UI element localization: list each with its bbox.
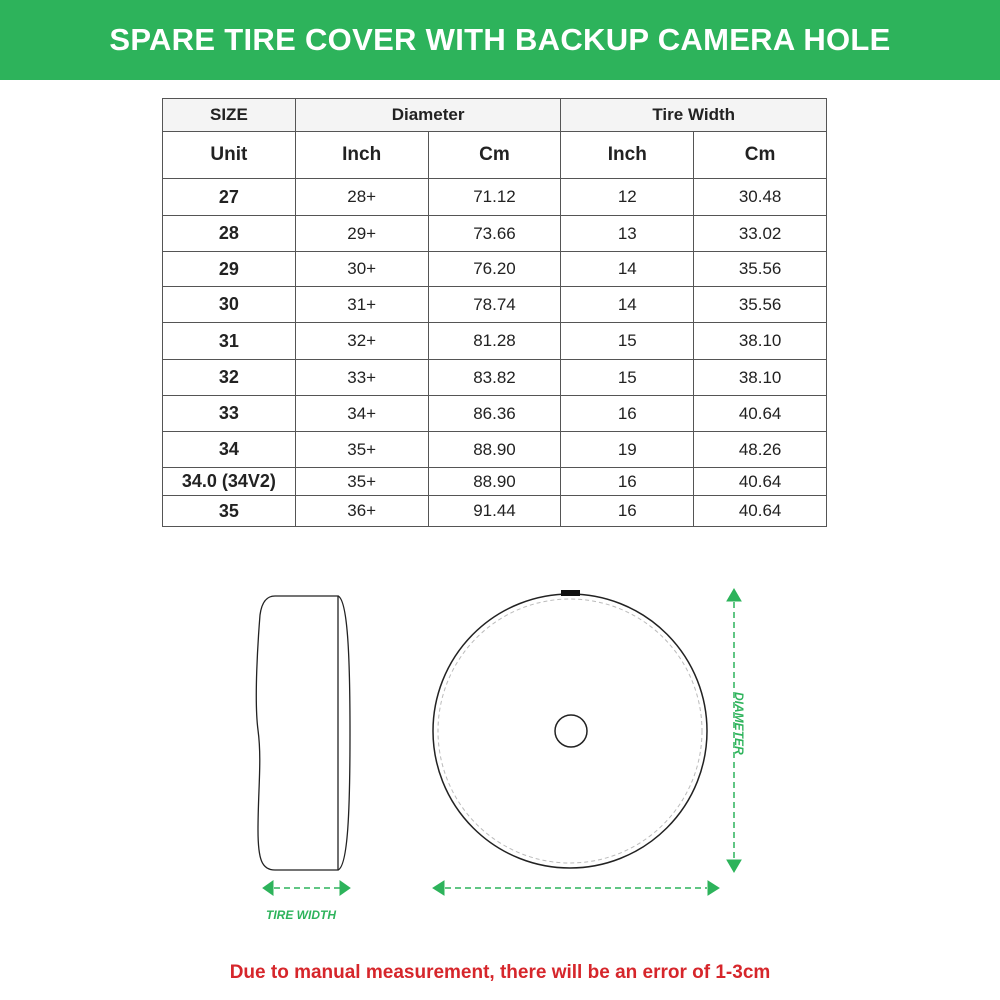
cell-size: 32 xyxy=(162,359,296,396)
cell-width-inch: 16 xyxy=(560,467,695,496)
tire-width-label: TIRE WIDTH xyxy=(266,908,336,922)
cell-diameter-inch: 34+ xyxy=(294,395,429,432)
header-diameter-cm: Cm xyxy=(427,131,562,179)
table-row: 30 31+ 78.74 14 35.56 xyxy=(162,286,827,323)
cell-width-inch: 12 xyxy=(560,178,695,216)
header-unit: Unit xyxy=(162,131,296,179)
cell-diameter-inch: 28+ xyxy=(294,178,429,216)
cell-width-cm: 48.26 xyxy=(693,431,827,468)
cell-width-inch: 15 xyxy=(560,322,695,360)
cell-size: 30 xyxy=(162,286,296,323)
cell-width-cm: 33.02 xyxy=(693,215,827,252)
cell-diameter-cm: 81.28 xyxy=(427,322,562,360)
center-hole xyxy=(554,714,588,748)
cell-width-cm: 40.64 xyxy=(693,467,827,496)
cell-diameter-inch: 33+ xyxy=(294,359,429,396)
cell-width-cm: 35.56 xyxy=(693,286,827,323)
tire-front-view xyxy=(432,590,708,869)
cell-size: 34.0 (34V2) xyxy=(162,467,296,496)
cell-width-cm: 40.64 xyxy=(693,495,827,527)
diameter-label: DIAMETER xyxy=(732,692,746,755)
cell-diameter-inch: 31+ xyxy=(294,286,429,323)
cell-diameter-cm: 91.44 xyxy=(427,495,562,527)
cell-width-inch: 19 xyxy=(560,431,695,468)
cell-size: 31 xyxy=(162,322,296,360)
diameter-vertical-arrow xyxy=(726,588,742,873)
table-row: 35 36+ 91.44 16 40.64 xyxy=(162,495,827,527)
header-width-cm: Cm xyxy=(693,131,827,179)
cell-size: 35 xyxy=(162,495,296,527)
table-row: 33 34+ 86.36 16 40.64 xyxy=(162,395,827,432)
table-row: 27 28+ 71.12 12 30.48 xyxy=(162,178,827,216)
header-diameter: Diameter xyxy=(294,98,562,132)
size-table: SIZE Diameter Tire Width Unit Inch Cm In… xyxy=(162,98,827,527)
cell-width-cm: 38.10 xyxy=(693,322,827,360)
cell-width-inch: 14 xyxy=(560,286,695,323)
cell-width-cm: 40.64 xyxy=(693,395,827,432)
table-row: 29 30+ 76.20 14 35.56 xyxy=(162,251,827,287)
camera-hole-marker xyxy=(561,590,580,596)
cell-width-cm: 35.56 xyxy=(693,251,827,287)
table-row: 28 29+ 73.66 13 33.02 xyxy=(162,215,827,252)
table-row: 34 35+ 88.90 19 48.26 xyxy=(162,431,827,468)
page-title: SPARE TIRE COVER WITH BACKUP CAMERA HOLE xyxy=(109,22,891,57)
cell-diameter-cm: 86.36 xyxy=(427,395,562,432)
title-banner: SPARE TIRE COVER WITH BACKUP CAMERA HOLE xyxy=(0,0,1000,80)
cell-size: 27 xyxy=(162,178,296,216)
cell-diameter-inch: 35+ xyxy=(294,467,429,496)
cell-width-inch: 16 xyxy=(560,395,695,432)
cell-diameter-cm: 78.74 xyxy=(427,286,562,323)
tire-diagram xyxy=(255,588,742,896)
cell-diameter-inch: 29+ xyxy=(294,215,429,252)
tire-width-arrow xyxy=(262,880,351,896)
diameter-horizontal-arrow xyxy=(432,880,720,896)
cell-diameter-cm: 71.12 xyxy=(427,178,562,216)
header-tire-width: Tire Width xyxy=(560,98,827,132)
cell-size: 33 xyxy=(162,395,296,432)
header-size: SIZE xyxy=(162,98,296,132)
cell-width-inch: 13 xyxy=(560,215,695,252)
header-diameter-inch: Inch xyxy=(294,131,429,179)
cell-diameter-cm: 76.20 xyxy=(427,251,562,287)
cell-size: 29 xyxy=(162,251,296,287)
cell-width-inch: 14 xyxy=(560,251,695,287)
cell-width-cm: 38.10 xyxy=(693,359,827,396)
cell-size: 34 xyxy=(162,431,296,468)
cell-diameter-inch: 35+ xyxy=(294,431,429,468)
cell-width-inch: 16 xyxy=(560,495,695,527)
cell-diameter-inch: 30+ xyxy=(294,251,429,287)
cell-diameter-inch: 32+ xyxy=(294,322,429,360)
table-row: 32 33+ 83.82 15 38.10 xyxy=(162,359,827,396)
cell-diameter-cm: 88.90 xyxy=(427,431,562,468)
table-row: 31 32+ 81.28 15 38.10 xyxy=(162,322,827,360)
cell-diameter-cm: 73.66 xyxy=(427,215,562,252)
measurement-note: Due to manual measurement, there will be… xyxy=(229,962,771,983)
header-width-inch: Inch xyxy=(560,131,695,179)
table-row: 34.0 (34V2) 35+ 88.90 16 40.64 xyxy=(162,467,827,496)
tire-side-view xyxy=(255,595,351,871)
cell-width-inch: 15 xyxy=(560,359,695,396)
cell-diameter-inch: 36+ xyxy=(294,495,429,527)
cell-width-cm: 30.48 xyxy=(693,178,827,216)
cell-size: 28 xyxy=(162,215,296,252)
cell-diameter-cm: 88.90 xyxy=(427,467,562,496)
cell-diameter-cm: 83.82 xyxy=(427,359,562,396)
